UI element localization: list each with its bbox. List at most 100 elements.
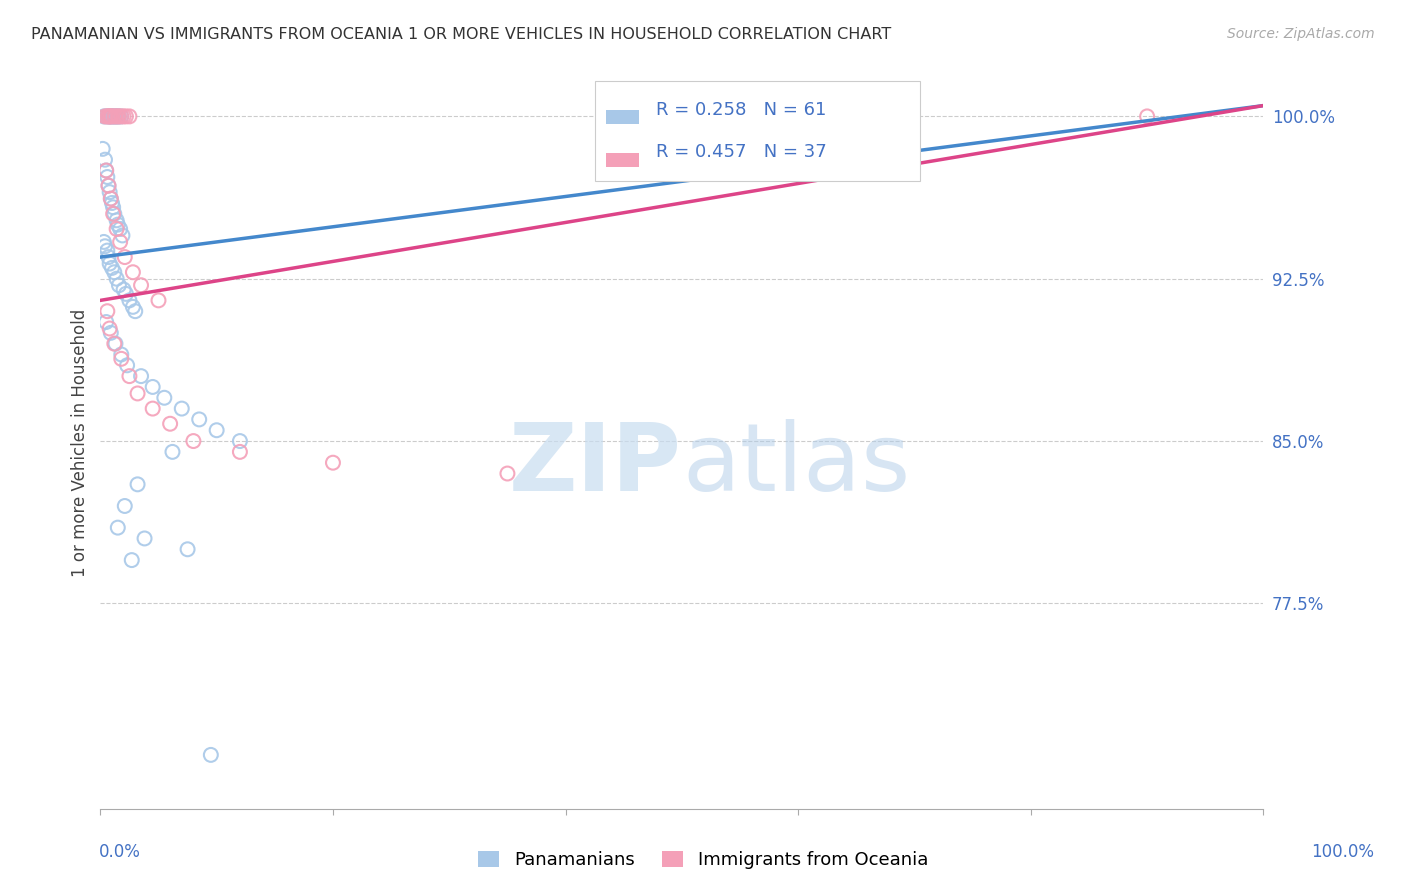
Point [129,369,152,384]
Point [112,109,135,123]
Point [101,260,124,275]
Point [107,109,129,123]
Point [121,553,143,567]
Point [112,283,135,297]
Point [105,271,128,285]
Point [94,109,117,123]
Point [1136,109,1159,123]
Point [101,196,124,211]
Point [100,192,122,206]
Point [101,207,124,221]
Point [96,315,118,329]
Point [98,321,121,335]
Point [100,192,122,206]
Point [122,300,145,314]
Point [115,359,138,373]
Point [103,207,125,221]
Point [98,256,121,270]
Point [115,109,138,123]
Point [118,293,141,308]
Point [200,747,222,762]
Point [124,304,146,318]
Point [108,222,131,236]
Point [127,386,149,401]
Point [93,109,115,123]
Point [103,109,125,123]
Point [108,109,131,123]
Point [96,163,118,178]
Point [142,380,165,394]
Point [97,250,120,264]
Point [229,434,252,448]
Point [118,369,141,384]
Point [110,347,132,361]
Point [111,228,134,243]
Text: 0.0%: 0.0% [98,843,141,861]
Point [100,326,122,340]
Point [105,213,128,227]
Point [118,109,141,123]
Point [98,109,121,123]
Y-axis label: 1 or more Vehicles in Household: 1 or more Vehicles in Household [72,310,89,577]
Point [97,178,120,193]
Point [183,434,205,448]
Point [110,109,132,123]
Point [105,109,128,123]
Point [105,222,128,236]
Text: R = 0.457   N = 37: R = 0.457 N = 37 [657,143,827,161]
Point [101,109,124,123]
Text: ZIP: ZIP [509,419,682,511]
Point [114,499,136,513]
Point [107,109,129,123]
Point [96,169,118,184]
Point [129,278,152,293]
FancyBboxPatch shape [606,110,638,125]
Text: R = 0.258   N = 61: R = 0.258 N = 61 [657,101,827,119]
Point [153,391,176,405]
Point [101,109,124,123]
Legend: Panamanians, Immigrants from Oceania: Panamanians, Immigrants from Oceania [468,842,938,879]
Point [142,401,165,416]
Point [205,423,228,437]
Point [170,401,193,416]
Point [93,235,115,249]
Point [96,163,118,178]
Point [176,542,198,557]
Point [103,109,125,123]
Point [96,244,118,258]
Point [114,250,136,264]
Point [103,265,125,279]
Point [148,293,170,308]
Text: 100.0%: 100.0% [1312,843,1374,861]
FancyBboxPatch shape [606,153,638,167]
Point [496,467,519,481]
Point [97,109,120,123]
Point [322,456,344,470]
Point [91,142,114,156]
Point [100,109,122,123]
Point [104,109,127,123]
Point [97,178,120,193]
Point [162,445,184,459]
Text: PANAMANIAN VS IMMIGRANTS FROM OCEANIA 1 OR MORE VEHICLES IN HOUSEHOLD CORRELATIO: PANAMANIAN VS IMMIGRANTS FROM OCEANIA 1 … [31,27,891,42]
Point [98,109,121,123]
Point [101,109,124,123]
FancyBboxPatch shape [595,81,921,180]
Point [96,304,118,318]
Point [108,109,131,123]
Point [104,336,127,351]
Point [94,239,117,253]
Point [98,185,121,199]
Point [159,417,181,431]
Text: Source: ZipAtlas.com: Source: ZipAtlas.com [1227,27,1375,41]
Point [127,477,149,491]
Point [134,532,156,546]
Point [108,278,131,293]
Point [110,351,132,366]
Text: atlas: atlas [682,419,910,511]
Point [108,235,131,249]
Point [100,109,122,123]
Point [107,521,129,535]
Point [115,286,138,301]
Point [96,109,118,123]
